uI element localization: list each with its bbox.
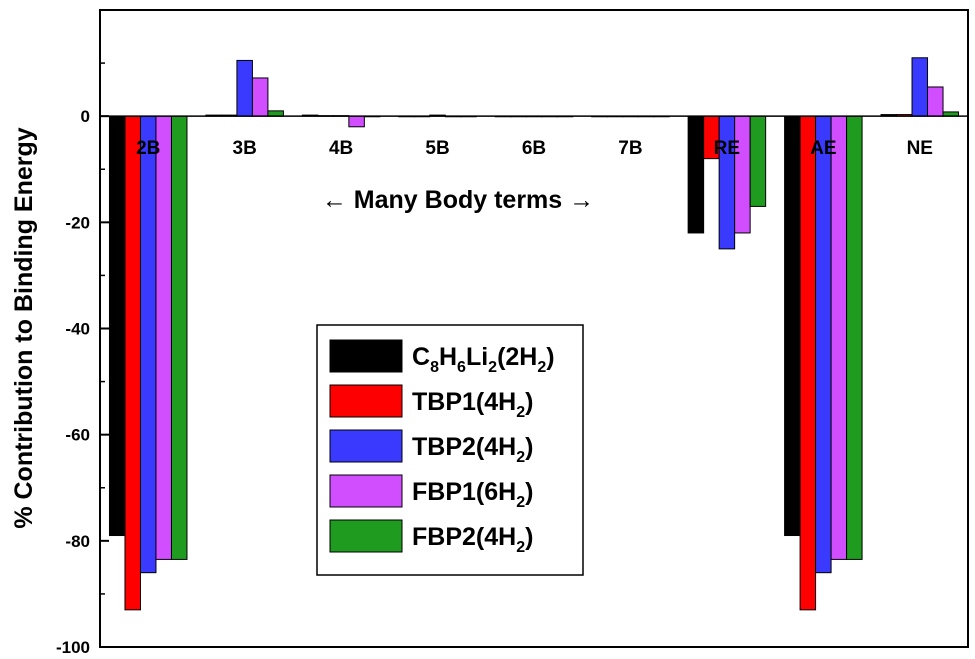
- x-category-label: 6B: [522, 138, 546, 159]
- y-tick-label: -80: [65, 532, 90, 551]
- bar-2B-3: [155, 115, 172, 560]
- bar-2B-0: [108, 115, 126, 537]
- bar-2B-1: [124, 115, 141, 611]
- legend-swatch: [329, 429, 403, 463]
- legend-label: TBP1(4H2): [412, 388, 533, 421]
- bar-AE-2: [815, 115, 832, 574]
- x-category-label: RE: [714, 138, 740, 159]
- x-category-label: 2B: [136, 138, 160, 159]
- legend-label: C8H6Li2(2H2): [412, 343, 555, 376]
- bar-3B-3: [251, 77, 269, 117]
- y-tick-label: -100: [56, 638, 90, 657]
- bar-AE-1: [799, 115, 817, 611]
- legend-swatch: [329, 519, 403, 553]
- bar-RE-0: [687, 115, 705, 234]
- legend: C8H6Li2(2H2) TBP1(4H2) TBP2(4H2) FBP1(6H2) F…: [316, 324, 584, 576]
- bar-AE-3: [830, 115, 848, 560]
- bar-3B-4: [267, 110, 284, 117]
- x-axis-categories: 2B 3B 4B 5B 6B 7B RE AE NE: [136, 138, 933, 159]
- bar-3B-2: [236, 59, 253, 117]
- bar-4B-3: [348, 115, 365, 128]
- bar-AE-0: [784, 115, 801, 537]
- bar-2B-2: [139, 115, 157, 574]
- y-tick-label: 0: [81, 107, 90, 126]
- x-category-label: 5B: [425, 138, 449, 159]
- legend-label: TBP2(4H2): [412, 433, 533, 466]
- many-body-annotation: ← Many Body terms →: [322, 186, 594, 214]
- legend-label: FBP1(6H2): [412, 478, 533, 511]
- legend-swatch: [329, 384, 403, 418]
- y-axis: -100 -80 -60 -40 -20 0: [56, 62, 109, 657]
- bars-group: [108, 57, 960, 611]
- bar-RE-3: [734, 115, 751, 234]
- x-category-label: 4B: [329, 138, 353, 159]
- y-tick-label: -40: [65, 320, 90, 339]
- bar-NE-2: [911, 57, 929, 117]
- x-category-label: 7B: [618, 138, 642, 159]
- x-category-label: AE: [810, 138, 836, 159]
- x-category-label: NE: [907, 138, 933, 159]
- y-tick-label: -20: [65, 213, 90, 232]
- bar-NE-3: [927, 86, 944, 117]
- bar-2B-4: [170, 115, 188, 560]
- bar-RE-2: [718, 115, 736, 250]
- legend-label: FBP2(4H2): [412, 523, 533, 556]
- legend-swatch: [329, 339, 403, 373]
- bar-AE-4: [846, 115, 863, 560]
- y-tick-label: -60: [65, 426, 90, 445]
- legend-swatch: [329, 474, 403, 508]
- y-axis-label: % Contribution to Binding Energy: [10, 127, 38, 528]
- x-category-label: 3B: [233, 138, 257, 159]
- bar-RE-4: [749, 115, 767, 207]
